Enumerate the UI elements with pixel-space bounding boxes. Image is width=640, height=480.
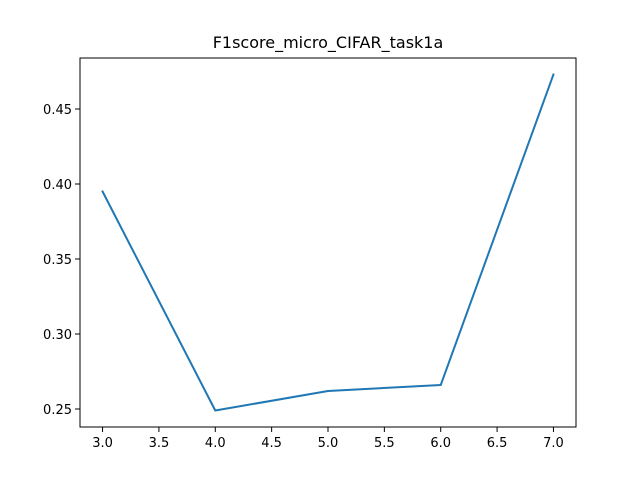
y-tick-label: 0.40 <box>43 178 72 193</box>
x-tick-label: 4.5 <box>261 436 282 451</box>
y-axis: 0.25 0.30 0.35 0.40 0.45 <box>43 103 80 418</box>
x-tick-label: 5.0 <box>318 436 339 451</box>
chart-title: F1score_micro_CIFAR_task1a <box>213 33 444 53</box>
x-tick-label: 6.0 <box>430 436 451 451</box>
y-tick-label: 0.45 <box>43 103 72 118</box>
series-line <box>101 73 555 412</box>
x-tick-label: 3.0 <box>92 436 113 451</box>
y-tick-label: 0.30 <box>43 328 72 343</box>
y-tick-label: 0.25 <box>43 403 72 418</box>
x-tick-label: 5.5 <box>374 436 395 451</box>
x-tick-label: 3.5 <box>149 436 170 451</box>
series-layer <box>101 73 555 412</box>
x-tick-label: 4.0 <box>205 436 226 451</box>
x-tick-label: 7.0 <box>543 436 564 451</box>
y-tick-label: 0.35 <box>43 253 72 268</box>
x-axis: 3.0 3.5 4.0 4.5 5.0 5.5 6.0 6.5 7.0 <box>92 427 564 451</box>
plot-area-frame <box>79 57 577 428</box>
x-tick-label: 6.5 <box>487 436 508 451</box>
